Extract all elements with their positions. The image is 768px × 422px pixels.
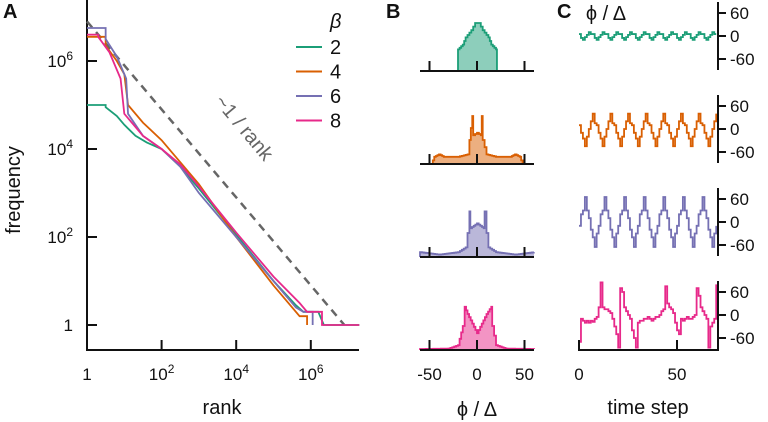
b-xlabel: ϕ / Δ [457,399,497,421]
b-hist-fill-beta-6 [420,211,534,257]
legend-label-2: 2 [330,37,341,59]
c-ylabel: ϕ / Δ [586,3,626,25]
panel-label-a: A [3,1,17,23]
a-y-tick-label: 104 [47,137,73,159]
b-x-tick-label: 0 [472,365,481,384]
c-series-beta-8 [579,281,718,349]
a-x-tick-label: 104 [223,362,249,384]
a-x-tick-label: 1 [82,365,91,384]
c-y-tick-label: -60 [730,236,755,255]
b-hist-fill-beta-4 [431,116,523,164]
a-series-beta-6 [87,27,314,325]
c-x-tick-label: 50 [668,365,687,384]
panel-c-plot: 60 0 -60 60 0 -60 60 0 -60 60 0 -60 0 50 [574,2,755,384]
c-xlabel: time step [607,397,688,419]
b-x-tick-label: -50 [417,365,442,384]
a-series-beta-8 [87,33,360,326]
c-y-tick-label: 0 [730,213,739,232]
legend-title: β [329,11,341,33]
c-y-tick-label: 0 [730,27,739,46]
legend-label-4: 4 [330,62,341,84]
b-hist-line-beta-4 [431,115,524,165]
a-y-tick-label: 1 [64,316,73,335]
b-x-tick-label: 50 [515,365,534,384]
c-series-beta-4 [579,112,718,148]
c-y-tick-label: -60 [730,329,755,348]
c-y-tick-label: -60 [730,143,755,162]
panel-b-plot: -50 0 50 [417,22,535,384]
panel-label-b: B [386,1,400,23]
c-y-tick-label: 0 [730,120,739,139]
panel-a-plot: 1 102 104 106 1 102 104 106 2 46 8 [47,0,360,384]
a-x-tick-label: 102 [149,362,175,384]
a-y-tick-label: 106 [47,49,73,71]
c-y-tick-label: -60 [730,50,755,69]
c-x-tick-label: 0 [574,365,583,384]
a-xlabel: rank [203,397,243,419]
c-y-tick-label: 0 [730,306,739,325]
guide-label: ~1 / rank [210,91,278,166]
b-hist-line-beta-8 [419,305,535,350]
a-series-beta-4 [87,35,308,325]
legend-label-6: 6 [330,86,341,108]
c-y-tick-label: 60 [730,283,749,302]
b-hist-line-beta-6 [419,210,535,257]
guide-line-1-over-rank [86,20,346,326]
legend-label-8: 8 [330,111,341,133]
c-series-beta-2 [579,31,717,41]
panel-label-c: C [557,1,571,23]
a-x-tick-label: 106 [298,362,324,384]
b-hist-line-beta-2 [457,22,498,72]
c-y-tick-label: 60 [730,4,749,23]
a-ylabel: frequency [3,146,25,234]
c-y-tick-label: 60 [730,97,749,116]
c-series-beta-6 [579,196,718,248]
c-y-tick-label: 60 [730,190,749,209]
a-y-tick-label: 102 [47,225,73,247]
